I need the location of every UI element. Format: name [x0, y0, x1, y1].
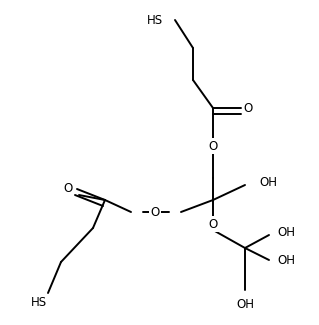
Text: O: O [64, 183, 73, 196]
Text: O: O [243, 101, 252, 114]
Text: O: O [150, 205, 160, 218]
Text: HS: HS [31, 296, 47, 309]
Text: O: O [208, 217, 218, 230]
Text: OH: OH [236, 298, 254, 311]
Text: OH: OH [259, 176, 277, 189]
Text: OH: OH [277, 227, 295, 240]
Text: HS: HS [147, 14, 163, 27]
Text: OH: OH [277, 254, 295, 267]
Text: O: O [208, 139, 218, 152]
